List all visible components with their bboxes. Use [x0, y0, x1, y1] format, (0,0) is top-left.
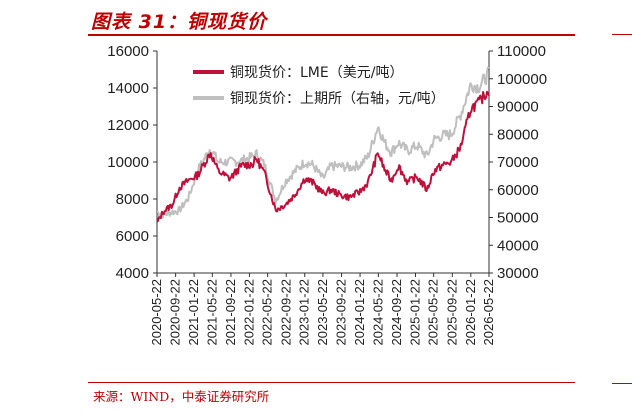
right-tick-label: 30000 — [497, 265, 539, 282]
x-tick-label: 2023-09-22 — [334, 279, 349, 346]
x-tick-label: 2022-01-22 — [241, 279, 256, 346]
x-tick-label: 2025-05-22 — [426, 279, 441, 346]
series-line — [156, 90, 490, 223]
x-tick-label: 2026-01-22 — [463, 279, 478, 346]
right-tick-label: 70000 — [497, 154, 539, 171]
right-tick-label: 100000 — [497, 71, 547, 88]
left-tick-label: 16000 — [107, 43, 149, 60]
left-tick-label: 6000 — [116, 228, 149, 245]
right-tick-label: 90000 — [497, 99, 539, 116]
x-tick-label: 2023-01-22 — [297, 279, 312, 346]
axes: 4000 6000 8000 10000 12000 14000 16000 30000 400… — [107, 43, 547, 346]
right-tick-label: 60000 — [497, 182, 539, 199]
x-tick-label: 2025-01-22 — [408, 279, 423, 346]
left-tick-label: 4000 — [116, 265, 149, 282]
x-tick-label: 2021-01-22 — [186, 279, 201, 346]
series-line — [157, 66, 490, 219]
series-lme — [156, 89, 490, 224]
x-tick-label: 2024-09-22 — [389, 279, 404, 346]
legend: 铜现货价：LME（美元/吨） 铜现货价：上期所（右轴，元/吨） — [193, 64, 445, 107]
left-tick-label: 14000 — [107, 80, 149, 97]
right-tick-label: 50000 — [497, 210, 539, 227]
left-tick-label: 8000 — [116, 191, 149, 208]
x-tick-label: 2026-05-22 — [481, 279, 496, 346]
x-tick-label: 2020-05-22 — [149, 279, 164, 346]
x-tick-label: 2025-09-22 — [444, 279, 459, 346]
x-tick-label: 2024-01-22 — [352, 279, 367, 346]
x-tick-label: 2022-05-22 — [260, 279, 275, 346]
right-tick-label: 110000 — [497, 43, 546, 60]
neighbor-rule-bottom — [612, 383, 632, 384]
series-shfe — [156, 66, 490, 219]
x-tick-label: 2021-05-22 — [204, 279, 219, 346]
left-tick-label: 10000 — [107, 154, 149, 171]
x-tick-label: 2020-09-22 — [168, 279, 183, 346]
right-tick-label: 40000 — [497, 237, 539, 254]
x-tick-label: 2022-09-22 — [278, 279, 293, 346]
legend-label-lme: 铜现货价：LME（美元/吨） — [230, 64, 403, 81]
legend-label-shfe: 铜现货价：上期所（右轴，元/吨） — [230, 90, 445, 107]
right-tick-label: 80000 — [497, 126, 539, 143]
neighbor-rule — [612, 34, 632, 35]
x-tick-label: 2024-05-22 — [370, 279, 385, 346]
x-tick-label: 2021-09-22 — [223, 279, 238, 346]
source-rule — [88, 382, 575, 383]
title-rule — [88, 34, 575, 36]
left-tick-label: 12000 — [107, 117, 149, 134]
source-note: 来源：WIND，中泰证券研究所 — [93, 389, 270, 404]
x-tick-label: 2023-05-22 — [315, 279, 330, 346]
figure-title: 图表 31：铜现货价 — [91, 11, 268, 33]
